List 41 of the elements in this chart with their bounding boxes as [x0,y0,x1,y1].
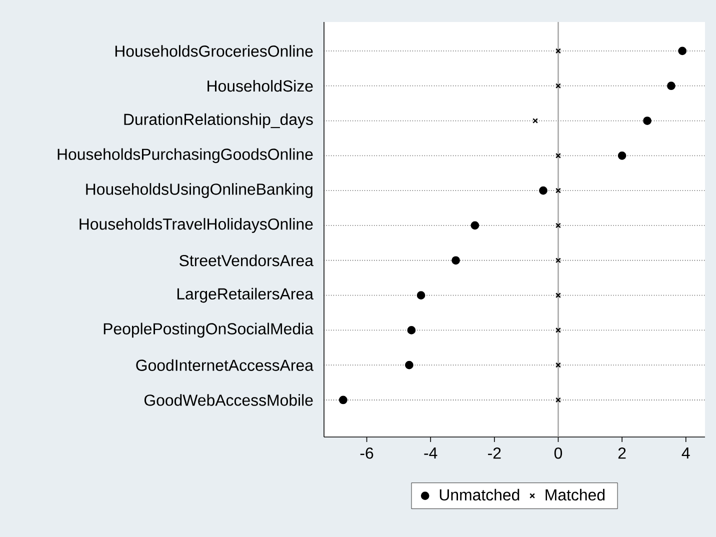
point [532,118,538,124]
legend-label: Unmatched [440,488,520,501]
point [556,258,561,264]
y-tick-label: HouseholdsPurchasingGoodsOnline [58,148,313,164]
point [556,362,561,368]
point [407,326,416,334]
point [556,327,561,333]
point [618,151,626,160]
point [452,256,460,265]
point [470,221,480,230]
point [556,292,561,298]
point [667,82,676,90]
x-tick-label: -4 [424,448,438,458]
point [678,46,687,56]
point [556,48,561,54]
y-tick-label: LargeRetailersArea [177,288,314,303]
y-tick-label: StreetVendorsArea [180,254,314,266]
y-tick-label: GoodInternetAccessArea [136,359,314,371]
point [556,152,561,158]
point [556,83,561,89]
y-tick-label: DurationRelationship_days [124,113,313,128]
point [556,397,561,403]
legend-label: Matched [546,488,604,501]
point [416,291,426,300]
point [405,360,414,370]
y-tick-label: HouseholdsGroceriesOnline [115,45,313,57]
point [643,116,652,125]
point [338,396,348,404]
y-tick-label: PeoplePostingOnSocialMedia [104,322,314,338]
y-tick-label: HouseholdSize [208,80,313,92]
point [556,222,561,228]
x-tick-label: 4 [682,448,690,458]
x-tick-label: -2 [488,448,501,459]
x-tick-label: 0 [554,448,562,459]
point [539,186,548,195]
y-tick-label: HouseholdsUsingOnlineBanking [86,183,312,198]
point [556,188,561,194]
y-tick-label: GoodWebAccessMobile [144,394,313,406]
x-tick-label: -6 [360,448,374,459]
y-tick-label: HouseholdsTravelHolidaysOnline [80,218,313,233]
x-tick-label: 2 [618,448,626,459]
